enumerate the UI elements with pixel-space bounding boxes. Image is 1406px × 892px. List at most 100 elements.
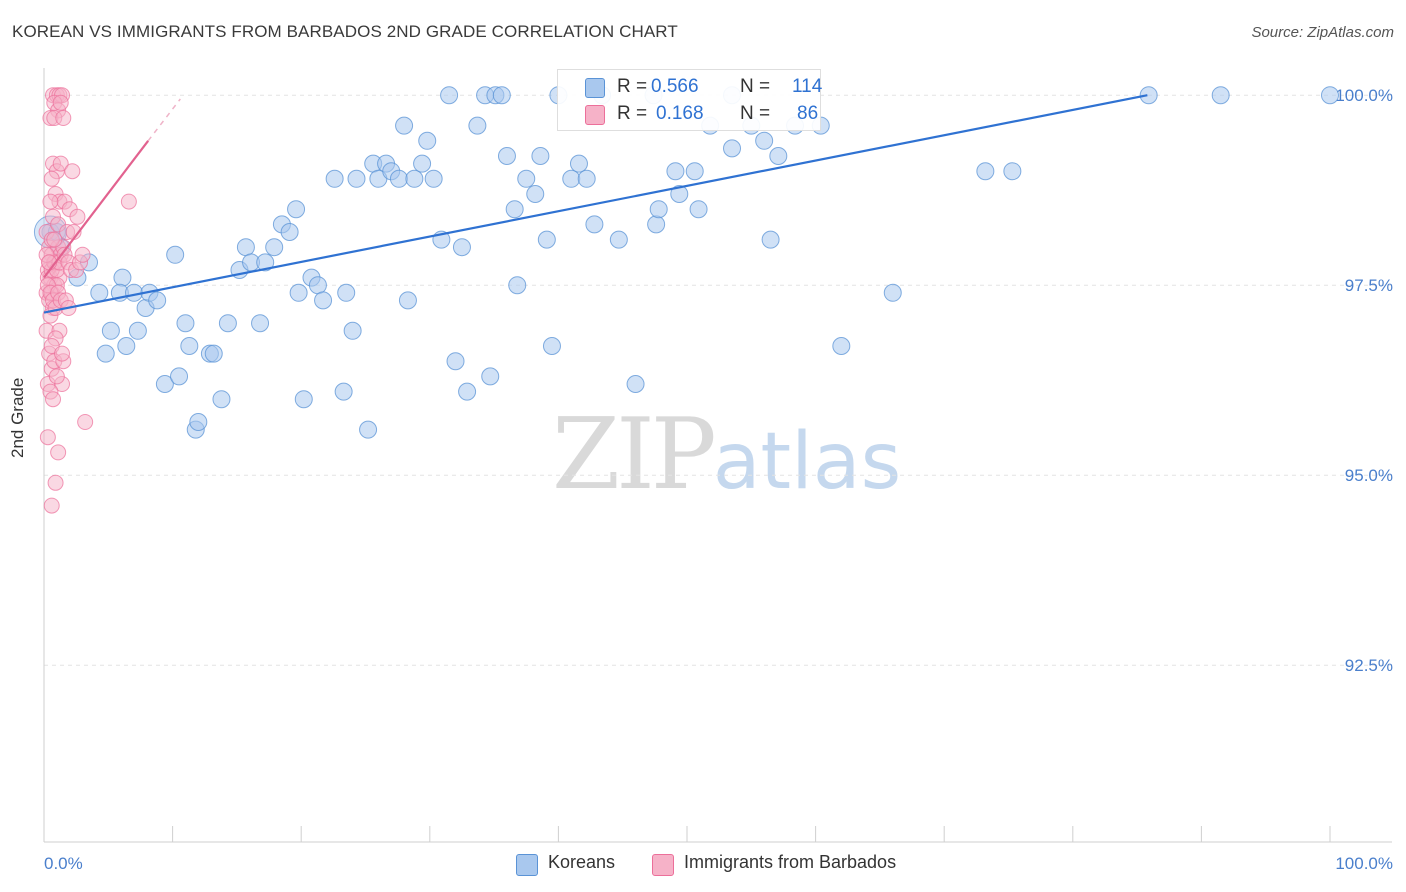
data-point-barbados <box>50 444 67 461</box>
data-point-barbados <box>45 391 62 408</box>
data-point-koreans <box>236 238 255 257</box>
data-point-barbados <box>52 94 69 111</box>
data-point-barbados <box>48 368 65 385</box>
data-point-koreans <box>166 245 185 264</box>
data-point-koreans <box>113 268 132 287</box>
data-point-koreans <box>508 276 527 295</box>
data-point-koreans <box>755 131 774 150</box>
data-point-barbados <box>42 193 59 210</box>
data-point-koreans <box>647 215 666 234</box>
trend-line-barbados-extension <box>147 98 181 142</box>
data-point-koreans <box>481 367 500 386</box>
r-value: 0.566 <box>651 76 699 97</box>
data-point-barbados <box>46 231 63 248</box>
y-tick-label: 95.0% <box>1345 466 1393 485</box>
r-label: R = <box>617 103 648 124</box>
data-point-koreans <box>325 169 344 188</box>
data-point-koreans <box>343 321 362 340</box>
data-point-koreans <box>389 169 408 188</box>
n-label: N = <box>740 103 771 124</box>
data-point-koreans <box>280 223 299 241</box>
data-point-koreans <box>685 162 704 181</box>
stats-box: R = 0.566 N = 114 R = 0.168 N = 86 <box>557 69 823 131</box>
chart-title: KOREAN VS IMMIGRANTS FROM BARBADOS 2ND G… <box>12 22 678 41</box>
data-point-koreans <box>418 131 437 150</box>
data-point-koreans <box>492 86 511 105</box>
data-point-koreans <box>609 230 628 249</box>
data-point-koreans <box>562 169 581 188</box>
barbados-swatch <box>585 105 605 125</box>
watermark-atlas: atlas <box>712 417 902 507</box>
data-point-koreans <box>90 283 109 302</box>
y-tick-labels: 100.0% 97.5% 95.0% 92.5% <box>1335 86 1393 675</box>
data-point-koreans <box>170 367 189 386</box>
data-point-barbados <box>39 429 56 446</box>
data-point-koreans <box>458 382 477 401</box>
r-value: 0.168 <box>656 103 704 124</box>
data-point-koreans <box>769 147 788 165</box>
data-point-barbados <box>64 163 81 180</box>
trend-line-koreans <box>43 94 1148 314</box>
data-point-koreans <box>424 169 443 188</box>
data-point-barbados <box>43 497 60 514</box>
data-point-koreans <box>531 147 550 165</box>
data-point-koreans <box>542 337 561 355</box>
legend-barbados-label: Immigrants from Barbados <box>684 852 897 872</box>
series-koreans <box>33 86 1339 439</box>
axes <box>43 68 1392 843</box>
data-point-koreans <box>405 169 424 188</box>
koreans-swatch <box>585 78 605 98</box>
data-point-koreans <box>468 116 487 135</box>
data-point-koreans <box>413 154 432 173</box>
data-point-koreans <box>666 162 685 181</box>
y-axis-label: 2nd Grade <box>8 377 27 458</box>
watermark: ZIPatlas <box>552 398 901 512</box>
data-point-koreans <box>497 147 516 165</box>
n-value: 114 <box>792 76 823 97</box>
data-point-barbados <box>120 193 137 210</box>
data-point-koreans <box>689 200 708 219</box>
data-point-koreans <box>577 169 596 188</box>
data-point-koreans <box>723 139 742 158</box>
data-point-koreans <box>117 337 136 355</box>
data-point-koreans <box>176 314 195 333</box>
trend-line-barbados <box>43 140 150 279</box>
data-point-barbados <box>55 110 72 126</box>
data-point-koreans <box>128 321 147 340</box>
data-point-koreans <box>314 291 333 310</box>
data-point-koreans <box>308 276 327 295</box>
data-point-koreans <box>1321 86 1339 105</box>
data-point-koreans <box>101 321 120 340</box>
data-point-koreans <box>256 253 275 272</box>
source-label: Source: ZipAtlas.com <box>1251 24 1394 41</box>
data-point-koreans <box>883 283 902 302</box>
data-point-koreans <box>761 230 780 249</box>
watermark-zip: ZIP <box>552 398 717 512</box>
r-label: R = <box>617 76 648 97</box>
data-point-koreans <box>670 185 689 203</box>
data-point-koreans <box>626 375 645 393</box>
data-point-koreans <box>265 238 284 257</box>
series-barbados <box>38 87 137 514</box>
legend-barbados-swatch <box>652 854 674 876</box>
data-point-koreans <box>517 169 536 188</box>
data-point-koreans <box>569 154 588 173</box>
data-point-barbados <box>74 246 91 263</box>
legend-koreans-swatch <box>516 854 538 876</box>
data-point-koreans <box>334 382 353 401</box>
data-point-koreans <box>398 291 417 310</box>
x-tick-labels: 0.0% 100.0% <box>44 854 1393 873</box>
data-point-koreans <box>218 314 237 333</box>
data-point-koreans <box>347 169 366 188</box>
data-point-koreans <box>395 116 414 135</box>
data-point-koreans <box>446 352 465 371</box>
data-point-koreans <box>148 291 167 310</box>
data-point-koreans <box>287 200 306 219</box>
data-point-koreans <box>832 337 851 355</box>
trend-lines <box>43 94 1148 314</box>
data-point-koreans <box>294 390 313 409</box>
data-point-koreans <box>212 390 231 409</box>
data-point-koreans <box>452 238 471 257</box>
y-tick-label: 97.5% <box>1345 276 1393 295</box>
